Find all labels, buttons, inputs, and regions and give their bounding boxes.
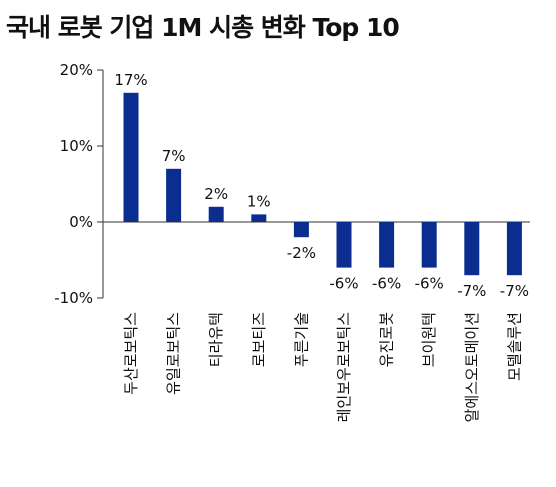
category-label: 알에스오토메이션: [463, 312, 481, 422]
category-label: 모델솔루션: [505, 312, 523, 381]
data-labels-group: 17% 7% 2% 1% -2% -6% -6% -6% -7% -7%: [114, 71, 529, 300]
bar: [336, 222, 352, 268]
bar: [208, 206, 224, 222]
bars-group: [123, 92, 522, 276]
data-label: 17%: [114, 71, 147, 89]
category-label: 브이원텍: [420, 312, 438, 367]
data-label: -6%: [372, 275, 401, 293]
bar: [506, 222, 522, 276]
y-tick-label: 10%: [60, 137, 93, 155]
data-label: -6%: [329, 275, 358, 293]
bar: [464, 222, 480, 276]
data-label: -6%: [415, 275, 444, 293]
y-tick-label: -10%: [54, 289, 93, 307]
bar: [293, 222, 309, 238]
chart-title: 국내 로봇 기업 1M 시총 변화 Top 10: [6, 13, 400, 42]
data-label: 1%: [247, 192, 271, 210]
category-label: 푸른기술: [292, 312, 310, 367]
bar: [421, 222, 437, 268]
bar: [379, 222, 395, 268]
data-label: 2%: [204, 185, 228, 203]
data-label: -7%: [500, 282, 529, 300]
data-label: -7%: [457, 282, 486, 300]
y-axis-ticks: 20% 10% 0% -10%: [54, 61, 103, 307]
bar: [251, 214, 267, 222]
category-label: 티라유텍: [207, 312, 225, 367]
category-label: 두산로보틱스: [122, 312, 140, 395]
data-label: 7%: [162, 147, 186, 165]
data-label: -2%: [287, 244, 316, 262]
bar: [166, 168, 182, 222]
bar: [123, 92, 139, 222]
category-label: 유진로봇: [378, 312, 396, 367]
y-tick-label: 0%: [69, 213, 93, 231]
category-label: 로보티즈: [250, 312, 268, 367]
y-tick-label: 20%: [60, 61, 93, 79]
category-label: 레인보우로보틱스: [335, 312, 353, 423]
category-labels-group: 두산로보틱스 유일로보틱스 티라유텍 로보티즈 푸른기술 레인보우로보틱스 유진로봇 브이원텍…: [122, 312, 523, 423]
category-label: 유일로보틱스: [165, 312, 183, 395]
